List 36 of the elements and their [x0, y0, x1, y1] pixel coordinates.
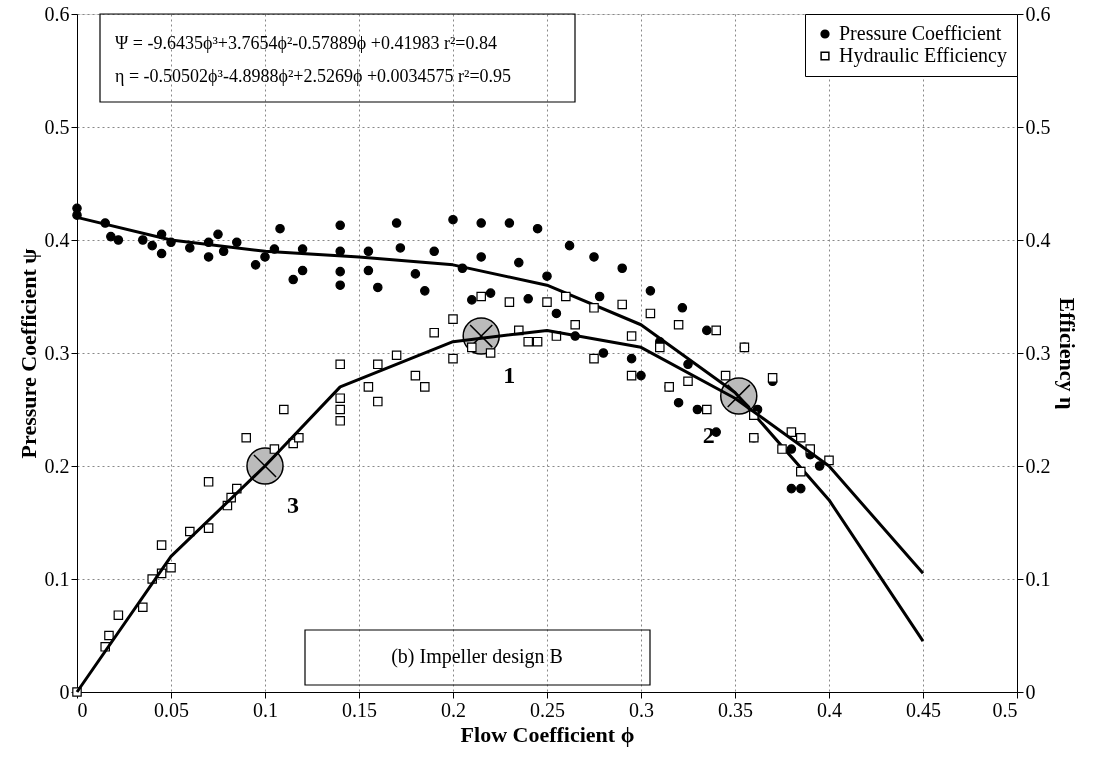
legend-label: Pressure Coefficient: [839, 22, 1002, 44]
annotation: Ψ = -9.6435ϕ³+3.7654ϕ²-0.57889ϕ +0.41983 r²=0.84: [115, 33, 497, 53]
y-tick-label: 0.5: [44, 115, 70, 138]
x-tick-label: 0.4: [817, 698, 842, 721]
y2-tick-label: 0.5: [1025, 115, 1051, 138]
x-tick-label: 0.15: [342, 698, 377, 721]
y2-tick-label: 0.3: [1025, 341, 1051, 364]
y-tick-label: 0.4: [44, 228, 70, 251]
y2-tick-label: 0.1: [1025, 567, 1051, 590]
y-tick-label: 0.3: [44, 341, 70, 364]
annotation: 2: [702, 421, 715, 448]
x-tick-label: 0.1: [253, 698, 278, 721]
y-tick-label: 0.6: [44, 2, 70, 25]
y2-axis-title: Efficiency η: [1054, 297, 1080, 410]
y2-tick-label: 0: [1025, 680, 1036, 703]
x-tick-label: 0.2: [441, 698, 466, 721]
y2-tick-label: 0.4: [1025, 228, 1051, 251]
x-tick-label: 0.35: [718, 698, 753, 721]
x-tick-label: 0.05: [154, 698, 189, 721]
y2-tick-label: 0.6: [1025, 2, 1051, 25]
y2-tick-label: 0.2: [1025, 454, 1051, 477]
y-tick-label: 0.2: [44, 454, 70, 477]
annotation: η = -0.50502ϕ³-4.8988ϕ²+2.5269ϕ +0.0034575 r²=0.95: [115, 66, 512, 86]
x-tick-label: 0.5: [992, 698, 1018, 721]
x-tick-label: 0.3: [629, 698, 654, 721]
x-tick-label: 0.45: [906, 698, 941, 721]
annotation: (b) Impeller design B: [391, 645, 563, 668]
x-axis-title: Flow Coefficient ϕ: [460, 721, 635, 747]
legend-label: Hydraulic Efficiency: [839, 44, 1007, 67]
y-axis-title: Pressure Coefficient ψ: [15, 248, 41, 459]
annotation: 3: [287, 492, 299, 518]
y-tick-label: 0: [59, 680, 70, 703]
x-tick-label: 0.25: [530, 698, 565, 721]
annotation: 1: [503, 362, 516, 389]
y-tick-label: 0.1: [44, 567, 70, 590]
x-tick-label: 0: [77, 698, 88, 721]
